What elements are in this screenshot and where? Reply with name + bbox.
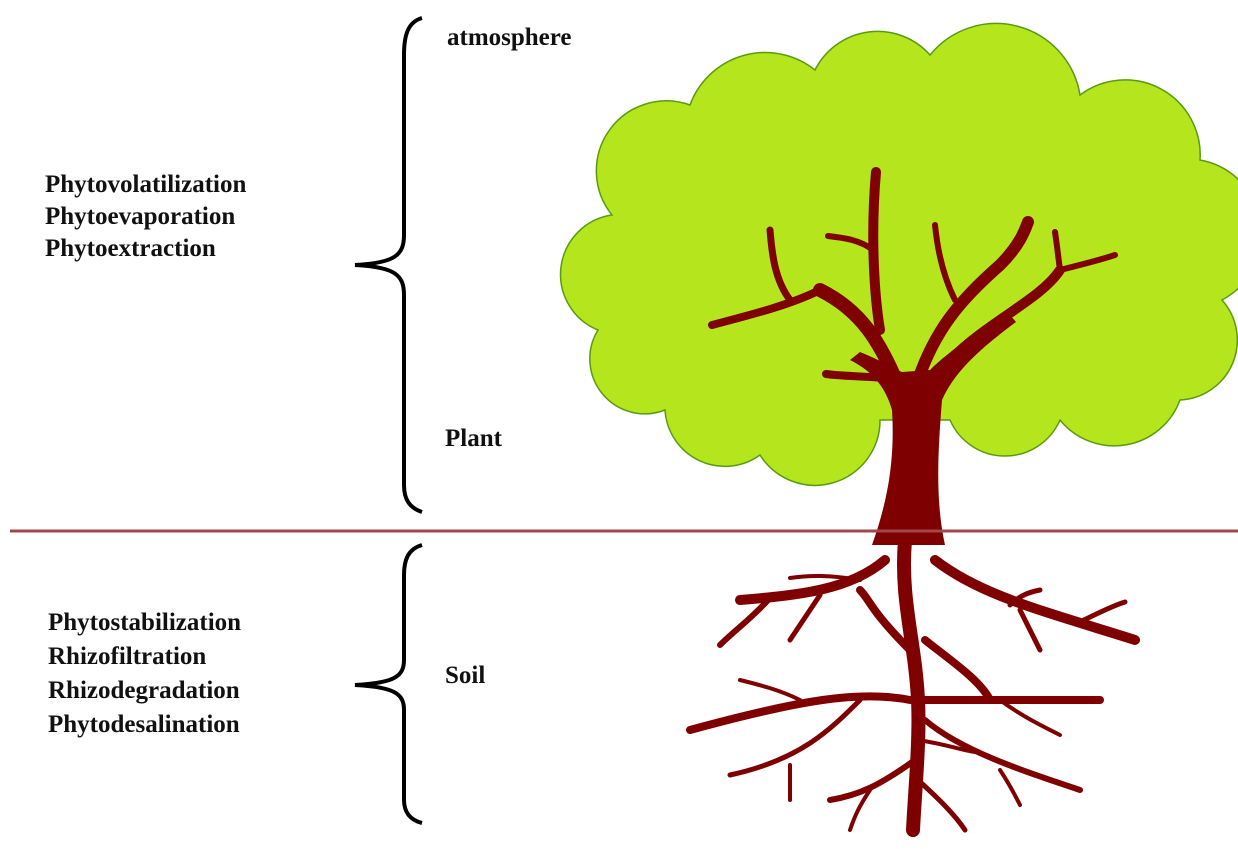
process-label: Phytoextraction [45, 235, 216, 262]
brace-soil [354, 543, 423, 825]
atmosphere-label: atmosphere [447, 24, 572, 51]
process-label: Phytovolatilization [45, 171, 246, 198]
tree-branches [708, 167, 1118, 397]
plant-processes: Phytovolatilization Phytoevaporation Phyto… [45, 171, 246, 262]
soil-processes: Phytostabilization Rhizofiltration Rhizode… [48, 609, 241, 738]
tree-roots [686, 533, 1140, 837]
process-label: Phytoevaporation [45, 203, 235, 230]
process-label: Rhizodegradation [48, 677, 240, 704]
plant-label: Plant [445, 425, 503, 452]
process-label: Phytodesalination [48, 711, 240, 738]
soil-label: Soil [445, 662, 485, 689]
process-label: Phytostabilization [48, 609, 241, 636]
brace-plant [354, 16, 423, 514]
process-label: Rhizofiltration [48, 643, 206, 670]
tree-canopy [559, 22, 1238, 487]
